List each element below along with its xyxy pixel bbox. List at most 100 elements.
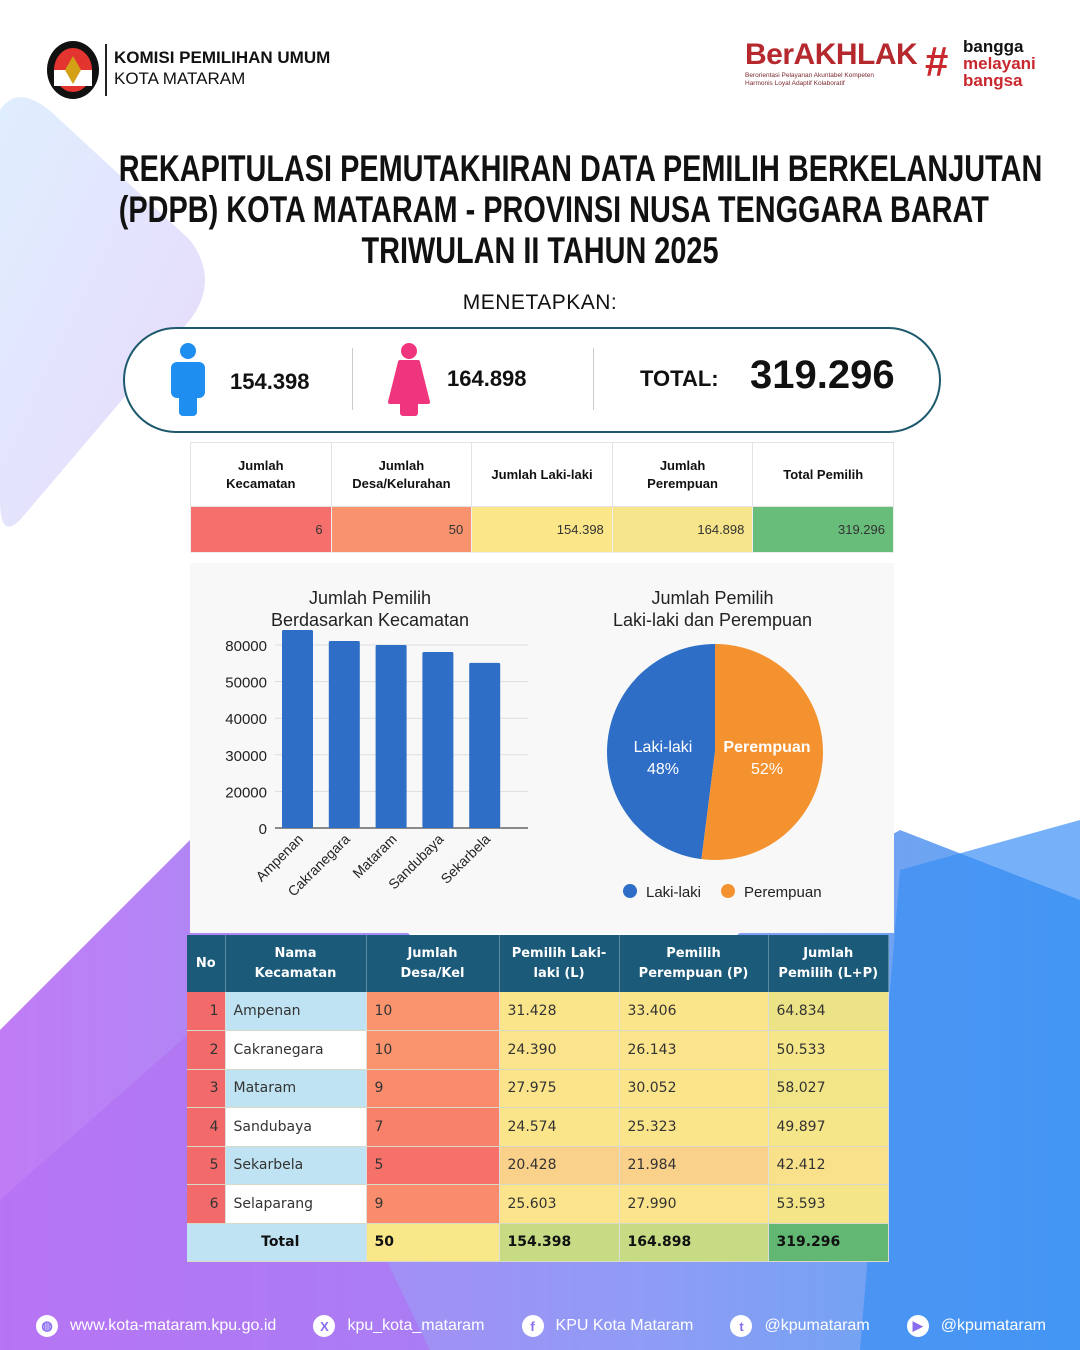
bar [282,630,313,828]
footer-link-text: @kpumataram [764,1317,870,1334]
separator [593,348,594,410]
table-row: 3 Mataram 9 27.975 30.052 58.027 [187,1069,889,1108]
berakhlak-logo: BerAKHLAK Berorientasi Pelayanan Akuntab… [745,38,918,87]
female-count: 164.898 [447,366,527,391]
row-desa: 7 [366,1107,500,1147]
row-female: 27.990 [619,1184,769,1224]
male-icon [171,343,205,416]
summary-header: Jumlah Kecamatan [190,442,332,507]
summary-value: 154.398 [471,506,613,553]
row-desa: 10 [366,992,500,1031]
page-title: REKAPITULASI PEMUTAKHIRAN DATA PEMILIH B… [0,148,1080,271]
row-female: 30.052 [619,1069,769,1108]
title-line: (PDPB) KOTA MATARAM - PROVINSI NUSA TENG… [118,189,989,230]
row-total: 42.412 [768,1146,889,1185]
row-no: 5 [187,1146,226,1185]
header-divider [105,44,107,96]
bar-chart-title: Jumlah Pemilih Berdasarkan Kecamatan [270,588,470,630]
kecamatan-table: No Nama Kecamatan Jumlah Desa/Kel Pemili… [187,935,889,1262]
summary-header: Jumlah Desa/Kelurahan [330,442,473,507]
total-value: 154.398 [499,1223,620,1262]
row-male: 31.428 [499,992,620,1031]
footer-link[interactable]: t @kpumataram [730,1315,870,1337]
summary-header: Total Pemilih [752,442,894,507]
row-male: 25.603 [499,1184,620,1224]
row-no: 1 [187,992,226,1031]
kpu-logo [45,40,101,100]
row-total: 49.897 [768,1107,889,1147]
y-tick-label: 0 [259,821,267,838]
row-no: 2 [187,1030,226,1070]
x-tick-label: Sekarbela [437,831,493,887]
pie-label: Perempuan [723,739,810,756]
row-kecamatan: Cakranegara [225,1030,367,1070]
total-value: 164.898 [619,1223,769,1262]
summary-value: 50 [330,506,473,553]
row-no: 4 [187,1107,226,1147]
female-icon [388,343,430,416]
total-value: 319.296 [768,1223,889,1262]
col-header-kecamatan: Nama Kecamatan [225,935,367,992]
pie-slice-laki-laki [606,644,715,860]
y-tick-label: 80000 [225,638,267,655]
row-kecamatan: Mataram [225,1069,367,1108]
table-row: 1 Ampenan 10 31.428 33.406 64.834 [187,992,889,1031]
legend-marker [623,884,637,898]
footer-link-text: www.kota-mataram.kpu.go.id [70,1317,277,1334]
legend-marker [721,884,735,898]
footer-link-text: KPU Kota Mataram [555,1317,694,1334]
table-row: 5 Sekarbela 5 20.428 21.984 42.412 [187,1146,889,1185]
total-value: 50 [366,1223,500,1262]
hashtag-icon: # [925,38,949,85]
y-tick-label: 40000 [225,711,267,728]
row-male: 27.975 [499,1069,620,1108]
bar [422,651,454,828]
row-male: 20.428 [499,1146,620,1185]
pie-pct-label: 48% [647,761,679,778]
row-female: 21.984 [619,1146,769,1185]
row-female: 26.143 [619,1030,769,1070]
row-kecamatan: Sekarbela [225,1146,367,1185]
row-male: 24.574 [499,1107,620,1147]
summary-table: Jumlah Kecamatan Jumlah Desa/Kelurahan J… [190,442,894,553]
youtube-icon: ▶ [906,1315,929,1337]
table-row: 4 Sandubaya 7 24.574 25.323 49.897 [187,1107,889,1147]
footer-link[interactable]: f KPU Kota Mataram [521,1315,694,1337]
pie-chart: Laki-laki 48% Laki-laki Perempuan 52% Perempu… [606,644,823,901]
row-total: 53.593 [768,1184,889,1224]
title-line: TRIWULAN II TAHUN 2025 [361,230,719,271]
summary-header: Jumlah Perempuan [611,442,754,507]
row-desa: 9 [366,1069,500,1108]
footer-link-text: @kpumataram [940,1317,1046,1334]
pie-pct-label: 52% [751,761,783,778]
table-total-row: Total 50 154.398 164.898 319.296 [187,1223,889,1262]
x-icon: X [313,1315,336,1337]
footer-link[interactable]: ◍ www.kota-mataram.kpu.go.id [36,1315,276,1337]
footer-link-text: kpu_kota_mataram [347,1317,485,1334]
row-male: 24.390 [499,1030,620,1070]
col-header-total: Jumlah Pemilih (L+P) [768,935,889,992]
summary-value: 6 [190,506,332,553]
male-count: 154.398 [230,369,310,394]
row-female: 33.406 [619,992,769,1031]
row-desa: 10 [366,1030,500,1070]
summary-header: Jumlah Laki-laki [471,442,613,507]
org-name-line2: KOTA MATARAM [114,69,246,88]
pie-label: Laki-laki [634,739,693,756]
row-total: 58.027 [768,1069,889,1108]
row-no: 6 [187,1184,226,1224]
org-name: KOMISI PEMILIHAN UMUM KOTA MATARAM [114,47,330,89]
total-label: Total [187,1223,367,1262]
summary-value: 164.898 [611,506,754,553]
subtitle: MENETAPKAN: [462,291,618,314]
row-kecamatan: Ampenan [225,992,367,1031]
bar-chart: 02000030000400005000080000AmpenanCakrane… [225,630,528,899]
y-tick-label: 20000 [225,784,267,801]
title-line: REKAPITULASI PEMUTAKHIRAN DATA PEMILIH B… [118,148,1043,189]
footer-link[interactable]: ▶ @kpumataram [906,1315,1046,1337]
total-count: 319.296 [750,353,895,397]
col-header-male: Pemilih Laki- laki (L) [499,935,620,992]
facebook-icon: f [521,1315,544,1337]
